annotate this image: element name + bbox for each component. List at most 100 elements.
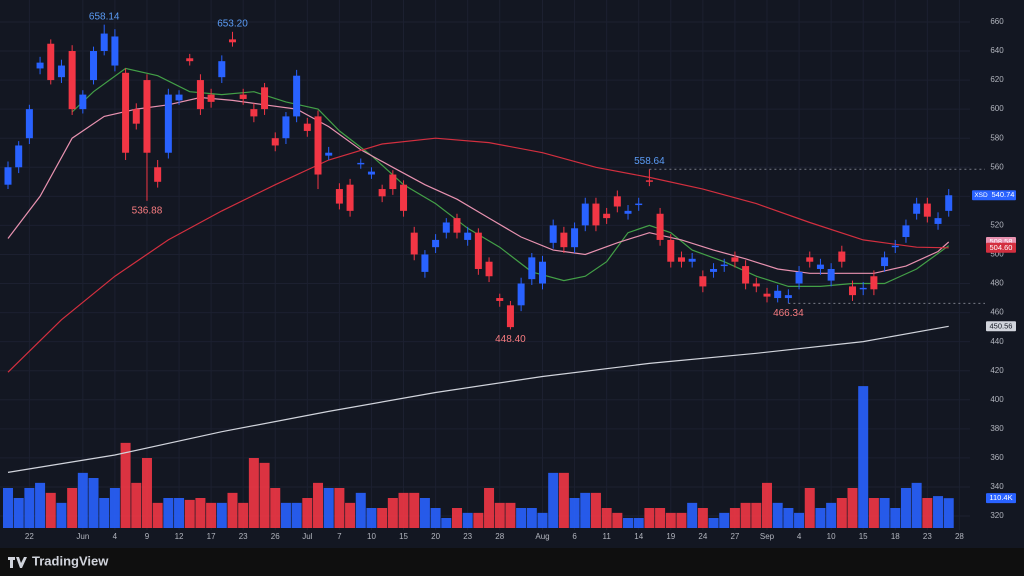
volume-bar <box>345 502 356 528</box>
candle-body <box>47 43 55 81</box>
volume-bar <box>441 518 452 528</box>
volume-bar <box>740 502 751 528</box>
candle-body <box>79 94 87 110</box>
candle-body <box>923 203 931 217</box>
y-tick-label: 520 <box>990 220 1004 229</box>
volume-bar <box>526 508 537 528</box>
volume-bar <box>291 502 302 528</box>
volume-bar <box>655 508 666 528</box>
candle-body <box>143 80 151 153</box>
x-tick-label: 10 <box>367 532 376 541</box>
volume-bar <box>580 492 591 528</box>
x-tick-label: 14 <box>634 532 643 541</box>
volume-bar <box>259 462 270 528</box>
brand: TradingView <box>32 553 109 568</box>
volume-badge <box>986 493 1016 504</box>
volume-bar <box>505 502 516 528</box>
volume-bar <box>227 492 238 528</box>
candle-body <box>464 232 472 240</box>
volume-bar <box>163 498 174 528</box>
volume-bar <box>494 502 505 528</box>
volume-bar <box>398 492 409 528</box>
volume-bar <box>836 498 847 528</box>
volume-bar <box>783 508 794 528</box>
x-tick-label: Aug <box>535 532 549 541</box>
volume-bar <box>270 488 281 528</box>
x-tick-label: 19 <box>666 532 675 541</box>
candle-body <box>100 33 108 52</box>
candle-body <box>506 305 514 328</box>
volume-bar <box>665 512 676 528</box>
volume-bar <box>88 478 99 528</box>
volume-bar <box>323 488 334 528</box>
x-tick-label: 4 <box>797 532 802 541</box>
volume-bar <box>280 502 291 528</box>
x-tick-label: 27 <box>730 532 739 541</box>
candle-body <box>132 109 140 124</box>
x-tick-label: 23 <box>463 532 472 541</box>
y-tick-label: 400 <box>990 395 1004 404</box>
y-tick-label: 600 <box>990 104 1004 113</box>
candle-body <box>827 268 835 281</box>
volume-bar <box>900 488 911 528</box>
candle-body <box>314 116 322 175</box>
volume-bar <box>623 518 634 528</box>
volume-bar <box>815 508 826 528</box>
volume-bar <box>3 488 13 528</box>
volume-bar <box>120 442 131 528</box>
candle-body <box>571 228 579 248</box>
candle-body <box>560 232 568 248</box>
ma-badge-label: 504.60 <box>990 243 1013 252</box>
x-tick-label: 15 <box>399 532 408 541</box>
ma-badge <box>986 321 1016 332</box>
candle-body <box>164 94 172 153</box>
x-tick-label: 26 <box>271 532 280 541</box>
candle-body <box>303 123 311 131</box>
volume-bar <box>569 498 580 528</box>
volume-bar <box>644 508 655 528</box>
candle-body <box>934 218 942 224</box>
volume-bar <box>761 482 772 528</box>
volume-bar <box>911 482 922 528</box>
candle-body <box>624 210 632 214</box>
volume-bar <box>473 512 484 528</box>
volume-bar <box>216 502 227 528</box>
candle-body <box>218 61 226 78</box>
volume-bar <box>355 492 366 528</box>
candle-body <box>250 109 258 117</box>
volume-bar <box>729 508 740 528</box>
candle-body <box>410 232 418 255</box>
candle-body <box>881 257 889 267</box>
volume-bar <box>687 502 698 528</box>
candle-body <box>15 145 23 168</box>
candle-body <box>271 138 279 146</box>
candle-body <box>581 203 589 226</box>
logo <box>8 557 27 568</box>
moving-average <box>7 137 949 373</box>
volume-bar <box>141 458 152 528</box>
volume-bar <box>238 502 249 528</box>
candle-body <box>261 87 269 110</box>
candle-body <box>367 171 375 175</box>
volume-bar <box>462 512 473 528</box>
candle-body <box>122 72 130 153</box>
candle-body <box>400 184 408 211</box>
y-tick-label: 420 <box>990 366 1004 375</box>
candle-body <box>282 116 290 139</box>
y-tick-label: 660 <box>990 17 1004 26</box>
candle-body <box>688 258 696 262</box>
x-tick-label: 12 <box>175 532 184 541</box>
volume-bar <box>633 518 644 528</box>
volume-bar <box>868 498 879 528</box>
volume-bar <box>537 512 548 528</box>
high-label: 558.64 <box>634 156 665 167</box>
volume-bar <box>548 472 559 528</box>
volume-bar <box>430 508 441 528</box>
y-tick-label: 560 <box>990 162 1004 171</box>
candle-body <box>699 276 707 287</box>
candle-body <box>378 189 386 197</box>
candle-body <box>207 94 215 102</box>
candle-body <box>742 266 750 284</box>
candle-body <box>175 94 183 101</box>
